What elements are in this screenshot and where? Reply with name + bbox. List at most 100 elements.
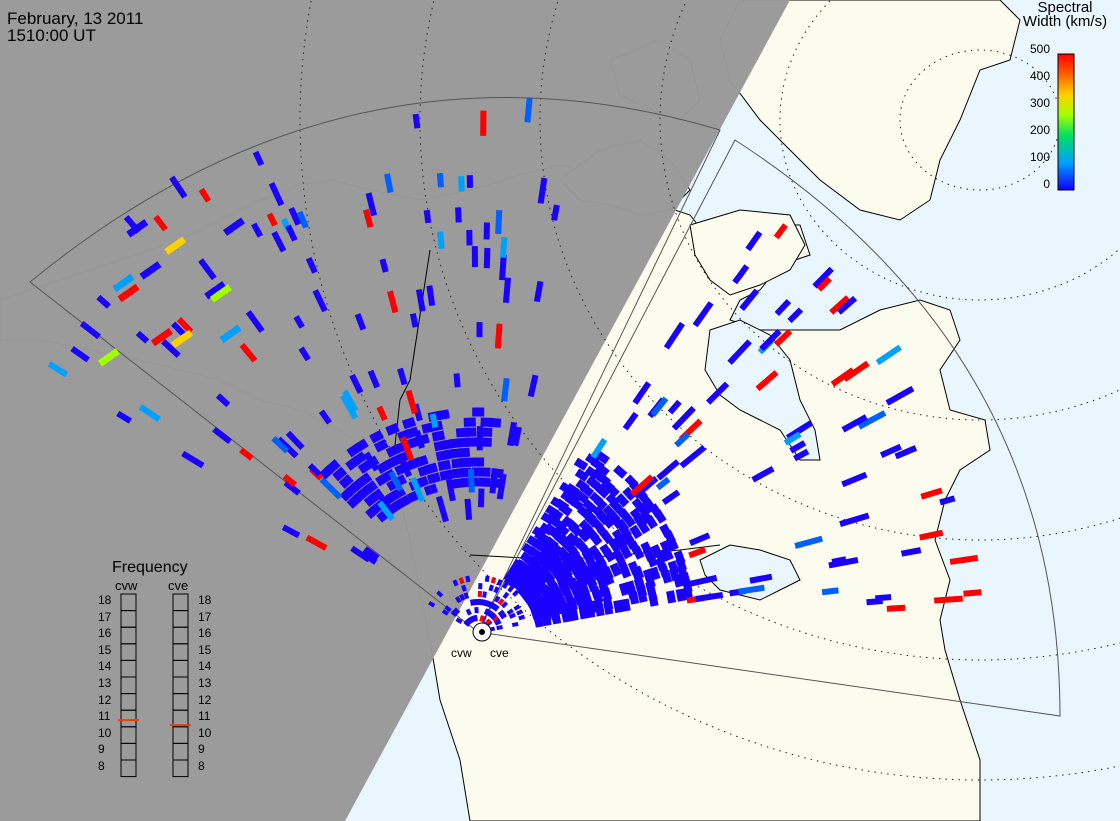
scatter-cell bbox=[688, 574, 718, 587]
scatter-cell bbox=[533, 280, 544, 303]
scatter-cell bbox=[793, 448, 810, 462]
scatter-cell bbox=[428, 600, 436, 608]
scatter-cell bbox=[491, 614, 499, 622]
frequency-scale-number: 15 bbox=[198, 642, 212, 657]
scatter-cell bbox=[503, 571, 519, 586]
frequency-scale-number: 11 bbox=[198, 709, 211, 724]
scatter-cell bbox=[362, 208, 374, 228]
scatter-cell bbox=[47, 361, 69, 378]
scatter-cell bbox=[459, 593, 466, 601]
scatter-cell bbox=[578, 519, 593, 534]
scatter-cell bbox=[423, 209, 432, 224]
scatter-cell bbox=[590, 437, 608, 460]
field-of-view-cvw bbox=[29, 97, 721, 633]
scatter-cell bbox=[455, 617, 463, 624]
scatter-cell bbox=[293, 315, 305, 329]
scatter-cell bbox=[437, 459, 452, 471]
scatter-cell bbox=[565, 532, 580, 547]
scatter-cell bbox=[650, 396, 669, 417]
scatter-cell bbox=[480, 417, 493, 427]
scatter-cell bbox=[512, 426, 522, 447]
scatter-cell bbox=[467, 468, 475, 493]
scatter-cell bbox=[592, 506, 607, 521]
scatter-cell bbox=[619, 544, 633, 560]
scatter-cell bbox=[117, 283, 140, 303]
scatter-cell bbox=[674, 431, 691, 448]
scatter-cell bbox=[271, 230, 287, 253]
scatter-cell bbox=[490, 576, 497, 584]
scatter-cell bbox=[516, 609, 524, 616]
scatter-cell bbox=[421, 422, 436, 434]
scatter-cell bbox=[452, 579, 459, 587]
scatter-cell bbox=[426, 285, 436, 307]
scatter-cell bbox=[629, 524, 643, 540]
scatter-cell bbox=[135, 330, 150, 344]
scatter-cell bbox=[222, 217, 246, 236]
scatter-cell bbox=[332, 466, 348, 482]
frequency-scale-number: 13 bbox=[98, 676, 112, 690]
scatter-cell bbox=[484, 575, 490, 583]
scatter-cell bbox=[474, 606, 479, 614]
frequency-scale-number: 13 bbox=[198, 676, 212, 690]
scatter-cell bbox=[885, 385, 915, 406]
scatter-cell bbox=[584, 465, 600, 480]
scatter-cell bbox=[875, 594, 892, 602]
scatter-cell bbox=[450, 610, 458, 618]
scatter-cell bbox=[436, 590, 444, 598]
scatter-cell bbox=[671, 405, 696, 431]
radar-site-icon bbox=[472, 622, 492, 642]
frequency-scale-number: 12 bbox=[98, 692, 112, 707]
land-baffin-island bbox=[689, 209, 806, 296]
frequency-scale-number: 15 bbox=[98, 642, 112, 657]
time-label: 1510:00 UT bbox=[7, 26, 96, 45]
scatter-cell bbox=[471, 246, 478, 268]
scatter-cell bbox=[773, 328, 793, 347]
scatter-cell bbox=[350, 545, 371, 563]
scatter-cell bbox=[296, 210, 309, 229]
scatter-cell bbox=[558, 481, 574, 495]
scatter-cell bbox=[518, 614, 526, 621]
scatter-cell bbox=[688, 546, 707, 559]
scatter-cell bbox=[271, 436, 290, 454]
scatter-cell bbox=[842, 360, 870, 382]
scatter-cell bbox=[629, 507, 644, 523]
frequency-scale-number: 8 bbox=[198, 759, 205, 773]
scatter-cell bbox=[204, 281, 227, 300]
scatter-cell bbox=[478, 583, 483, 590]
frequency-scale-number: 16 bbox=[198, 626, 212, 641]
scatter-cell bbox=[886, 604, 906, 612]
scatter-cell bbox=[794, 535, 823, 549]
scatter-cell bbox=[379, 258, 389, 273]
scatter-cell bbox=[521, 542, 537, 556]
scatter-cell bbox=[363, 492, 379, 507]
scatter-cell bbox=[399, 436, 415, 461]
scatter-cell bbox=[749, 573, 773, 584]
great-lakes bbox=[699, 544, 801, 601]
scatter-cell bbox=[821, 587, 839, 596]
scatter-cell bbox=[812, 266, 834, 289]
scatter-cell bbox=[455, 427, 469, 438]
scatter-cell bbox=[483, 222, 490, 240]
colorbar-tick-400: 400 bbox=[1029, 69, 1050, 83]
scatter-cell bbox=[487, 610, 495, 619]
fov-outlines bbox=[29, 97, 1061, 717]
scatter-cell bbox=[342, 389, 359, 413]
scatter-cell bbox=[251, 222, 264, 238]
frequency-radar-cve: cve bbox=[168, 578, 189, 593]
scatter-cell bbox=[875, 344, 902, 366]
scatter-cell bbox=[469, 599, 475, 606]
scatter-cell bbox=[755, 370, 779, 392]
colorbar-tick-500: 500 bbox=[1029, 42, 1050, 56]
scatter-cell bbox=[630, 474, 654, 497]
scatter-cell bbox=[787, 307, 804, 324]
scatter-cell bbox=[461, 584, 467, 592]
scatter-cell bbox=[373, 438, 389, 453]
scatter-cell bbox=[939, 495, 956, 506]
scatter-cell bbox=[627, 560, 640, 575]
colorbar-gradient bbox=[1057, 53, 1075, 191]
scatter-cell bbox=[588, 544, 602, 560]
scatter-cell bbox=[429, 413, 439, 429]
radar-label-cvw: cvw bbox=[451, 646, 472, 660]
frequency-scale-number: 8 bbox=[98, 759, 105, 773]
scatter-cell bbox=[949, 554, 979, 565]
